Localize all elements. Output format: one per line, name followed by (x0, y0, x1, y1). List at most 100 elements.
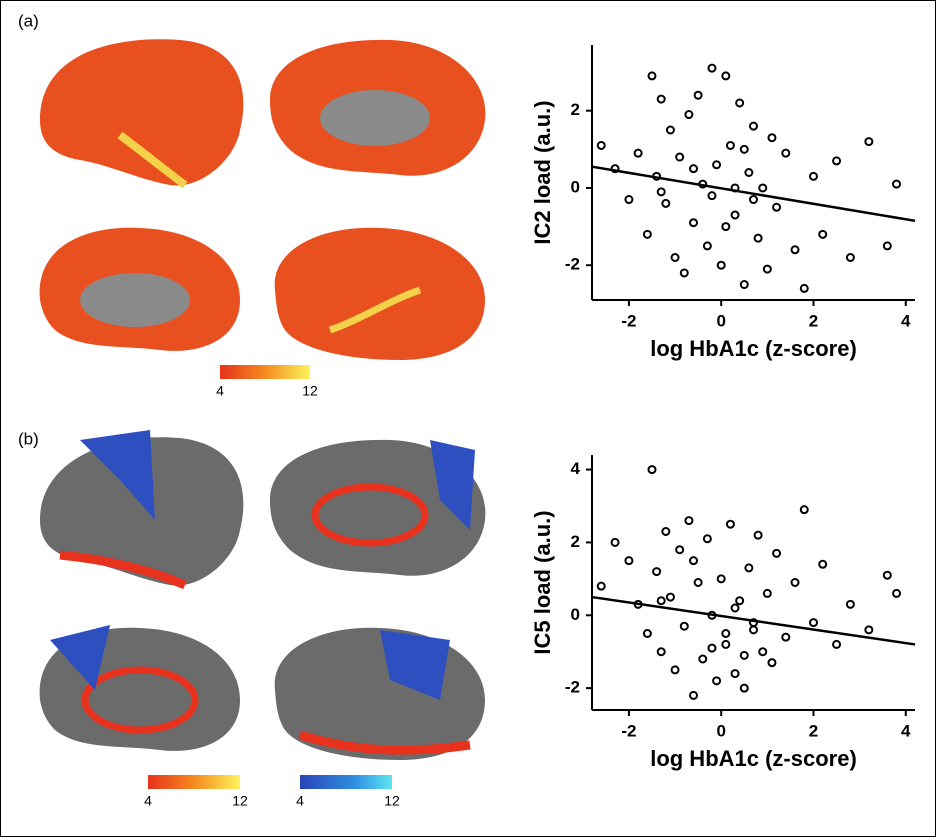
point (658, 188, 665, 195)
point (768, 659, 775, 666)
point (685, 111, 692, 118)
point (708, 192, 715, 199)
point (801, 285, 808, 292)
point (792, 579, 799, 586)
point (690, 692, 697, 699)
point (676, 154, 683, 161)
colorbar-label: 4 (144, 793, 152, 809)
point (658, 597, 665, 604)
brain (275, 228, 485, 360)
point (768, 134, 775, 141)
point (750, 626, 757, 633)
point (704, 242, 711, 249)
point (745, 169, 752, 176)
point (745, 564, 752, 571)
point (625, 196, 632, 203)
point (732, 605, 739, 612)
point (782, 634, 789, 641)
point (598, 142, 605, 149)
point (713, 161, 720, 168)
point (713, 677, 720, 684)
point (810, 619, 817, 626)
point (612, 539, 619, 546)
point (893, 590, 900, 597)
point (755, 532, 762, 539)
point (750, 123, 757, 130)
y-axis-label: IC5 load (a.u.) (530, 510, 555, 654)
point (847, 601, 854, 608)
point (722, 223, 729, 230)
point (847, 254, 854, 261)
point (625, 557, 632, 564)
y-tick-label: 0 (571, 177, 580, 196)
y-tick-label: 2 (571, 532, 580, 551)
point (598, 583, 605, 590)
point (773, 204, 780, 211)
point (658, 96, 665, 103)
x-tick-label: 0 (716, 721, 725, 740)
colorbar (300, 775, 392, 789)
point (741, 281, 748, 288)
point (662, 528, 669, 535)
x-axis-label: log HbA1c (z-score) (650, 336, 857, 361)
colorbar (220, 365, 310, 379)
point (644, 630, 651, 637)
point (672, 666, 679, 673)
y-tick-label: 2 (571, 100, 580, 119)
point (741, 685, 748, 692)
point (732, 212, 739, 219)
point (833, 641, 840, 648)
point (810, 173, 817, 180)
point (819, 231, 826, 238)
point (644, 231, 651, 238)
point (741, 652, 748, 659)
point (722, 72, 729, 79)
brain-medial (80, 273, 190, 327)
point (833, 157, 840, 164)
point (764, 266, 771, 273)
x-tick-label: 2 (809, 721, 818, 740)
brain-medial (320, 90, 430, 146)
point (792, 246, 799, 253)
colorbar-label: 4 (296, 793, 304, 809)
page: (a) (b) 4 12 4 12 4 12 -2024-202log HbA1… (0, 0, 936, 837)
point (676, 546, 683, 553)
point (722, 641, 729, 648)
y-tick-label: 0 (571, 605, 580, 624)
colorbar-label: 4 (216, 383, 224, 399)
point (708, 645, 715, 652)
point (662, 200, 669, 207)
point (704, 535, 711, 542)
x-tick-label: -2 (621, 311, 636, 330)
fit-line (592, 597, 915, 644)
point (727, 142, 734, 149)
point (782, 150, 789, 157)
point (884, 572, 891, 579)
point (736, 597, 743, 604)
point (732, 670, 739, 677)
x-tick-label: 0 (716, 311, 725, 330)
point (699, 656, 706, 663)
brains-a: 4 12 (40, 39, 486, 398)
point (685, 517, 692, 524)
point (801, 506, 808, 513)
point (690, 165, 697, 172)
point (755, 235, 762, 242)
colorbar-label: 12 (232, 793, 248, 809)
point (865, 626, 872, 633)
y-tick-label: -2 (565, 255, 580, 274)
point (773, 550, 780, 557)
brain (40, 39, 243, 185)
x-tick-label: 4 (901, 311, 911, 330)
point (690, 219, 697, 226)
point (865, 138, 872, 145)
point (727, 521, 734, 528)
x-tick-label: -2 (621, 721, 636, 740)
point (750, 196, 757, 203)
point (884, 242, 891, 249)
x-tick-label: 4 (901, 721, 911, 740)
point (635, 150, 642, 157)
point (667, 127, 674, 134)
point (759, 648, 766, 655)
